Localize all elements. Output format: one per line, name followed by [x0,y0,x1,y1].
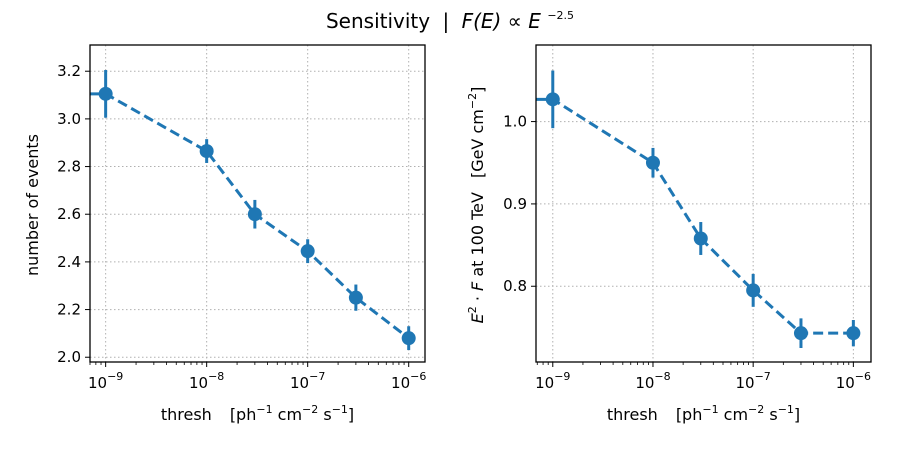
data-point [247,207,262,222]
data-series [536,70,861,349]
axes-frame [89,44,426,363]
panel-left: 2.0 2.2 2.4 2.6 2.8 3.0 3.2 10−9 10−8 10−7 10−6 thr… [23,44,426,424]
data-point [545,92,560,107]
x-tick-label: 10−7 [290,370,325,392]
y-tick-label: 2.4 [57,253,81,271]
title-prefix: Sensitivity [326,9,430,33]
x-axis-label: thresh [ph−1 cm−2 s−1] [161,403,354,424]
y-tick-label: 0.8 [503,277,527,295]
title-formula: F(E) ∝ E [462,9,542,33]
x-tick-label: 10−8 [189,370,224,392]
data-point [846,326,861,341]
grid [536,45,871,362]
x-tick-label: 10−9 [88,370,123,392]
figure-title: Sensitivity | F(E) ∝ E −2.5 [326,9,574,33]
data-point [98,86,113,101]
data-point [199,144,214,159]
data-point [401,331,416,346]
y-tick-label: 2.2 [57,301,81,319]
y-axis-label: number of events [23,134,42,276]
data-point [300,244,315,259]
data-point [645,155,660,170]
x-tick-label: 10−6 [391,370,426,392]
data-series [90,70,416,351]
data-point [746,283,761,298]
x-axis-label: thresh [ph−1 cm−2 s−1] [607,403,800,424]
y-tick-label: 3.2 [57,62,81,80]
title-exponent: −2.5 [547,9,574,22]
x-tick-label: 10−7 [736,370,771,392]
x-tick-label: 10−9 [535,370,570,392]
y-tick-label: 3.0 [57,110,81,128]
grid [90,45,425,362]
y-tick-label: 2.0 [57,348,81,366]
y-axis-label: E2 · F at 100 TeV[GeV cm−2] [466,87,487,324]
y-tick-label: 2.8 [57,158,81,176]
data-point [693,231,708,246]
y-tick-label: 0.9 [503,195,527,213]
y-tick-label: 1.0 [503,113,527,131]
title-separator: | [442,9,449,33]
series-line [536,97,854,335]
x-tick-label: 10−8 [635,370,670,392]
panel-right: 0.8 0.9 1.0 10−9 10−8 10−7 10−6 thresh [ph−1 cm−… [466,44,872,424]
data-point [348,290,363,305]
x-tick-label: 10−6 [836,370,871,392]
y-tick-label: 2.6 [57,205,81,223]
data-point [793,326,808,341]
